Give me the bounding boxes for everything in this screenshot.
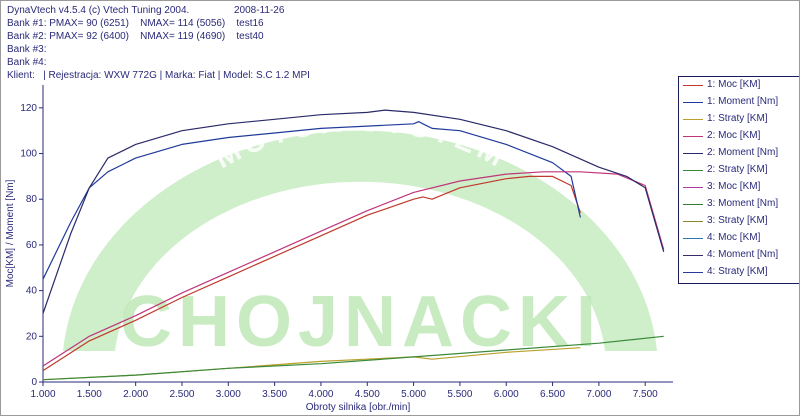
legend-swatch	[683, 153, 703, 154]
x-tick-label: 6.500	[540, 389, 565, 400]
legend-item: 1: Moment [Nm]	[679, 94, 799, 111]
x-tick-label: 7.000	[586, 389, 611, 400]
bank-2-summary: Bank #2: PMAX= 92 (6400) NMAX= 119 (4690…	[7, 31, 264, 42]
legend-item: 2: Straty [KM]	[679, 162, 799, 179]
legend-swatch	[683, 170, 703, 171]
legend-swatch	[683, 255, 703, 256]
legend-label: 3: Moc [KM]	[707, 181, 761, 192]
legend-item: 4: Straty [KM]	[679, 264, 799, 281]
x-tick-label: 5.000	[401, 389, 426, 400]
series-line-2	[42, 120, 581, 280]
watermark-main-text: CHOJNACKI	[120, 282, 602, 362]
legend-item: 1: Straty [KM]	[679, 111, 799, 128]
report-title: DynaVtech v4.5.4 (c) Vtech Tuning 2004.	[7, 5, 190, 16]
bank-4-summary: Bank #4:	[7, 57, 47, 68]
x-tick-label: 1.000	[30, 389, 55, 400]
legend-swatch	[683, 102, 703, 103]
report-date: 2008-11-26	[234, 5, 285, 16]
legend-label: 2: Moc [KM]	[707, 130, 761, 141]
legend-swatch	[683, 187, 703, 188]
bank-3-summary: Bank #3:	[7, 44, 47, 55]
legend-label: 4: Moment [Nm]	[707, 249, 779, 260]
legend-swatch	[683, 119, 703, 120]
legend-item: 2: Moc [KM]	[679, 128, 799, 145]
series-line-4	[42, 171, 665, 367]
legend-item: 2: Moment [Nm]	[679, 145, 799, 162]
legend-swatch	[683, 204, 703, 205]
y-tick-label: 20	[26, 331, 38, 342]
legend-item: 3: Moc [KM]	[679, 179, 799, 196]
legend-label: 2: Straty [KM]	[707, 164, 768, 175]
watermark: MOTOR-SYSTEM CHOJNACKI	[63, 105, 657, 362]
legend-swatch	[683, 238, 703, 239]
y-tick-label: 80	[26, 194, 38, 205]
x-tick-label: 1.500	[77, 389, 102, 400]
legend-label: 1: Moment [Nm]	[707, 96, 779, 107]
chart-ticks: 1.000 1.500 2.000 2.500 3.000 3.500 4.000 4.500…	[5, 103, 658, 413]
legend-item: 1: Moc [KM]	[679, 77, 799, 94]
legend-swatch	[683, 221, 703, 222]
legend-item: 4: Moment [Nm]	[679, 247, 799, 264]
x-tick-label: 4.000	[308, 389, 333, 400]
x-tick-label: 2.500	[169, 389, 194, 400]
chart-series	[42, 109, 665, 381]
chart-legend: 1: Moc [KM] 1: Moment [Nm] 1: Straty [KM] 2…	[678, 76, 799, 284]
x-tick-label: 4.500	[355, 389, 380, 400]
legend-label: 4: Moc [KM]	[707, 232, 761, 243]
legend-label: 4: Straty [KM]	[707, 266, 768, 277]
x-tick-label: 3.000	[216, 389, 241, 400]
y-tick-label: 120	[20, 103, 37, 114]
y-tick-label: 40	[26, 286, 38, 297]
legend-swatch	[683, 272, 703, 273]
bank-1-summary: Bank #1: PMAX= 90 (6251) NMAX= 114 (5056…	[7, 18, 264, 29]
x-tick-label: 5.500	[447, 389, 472, 400]
legend-label: 1: Moc [KM]	[707, 79, 761, 90]
y-axis-label: Moc[KM] / Moment [Nm]	[5, 179, 16, 287]
legend-item: 3: Moment [Nm]	[679, 196, 799, 213]
chart-axes	[42, 85, 673, 383]
legend-item: 4: Moc [KM]	[679, 230, 799, 247]
legend-label: 2: Moment [Nm]	[707, 147, 779, 158]
y-tick-label: 100	[20, 149, 37, 160]
series-line-6	[42, 335, 664, 381]
x-tick-label: 2.000	[123, 389, 148, 400]
legend-label: 3: Straty [KM]	[707, 215, 768, 226]
x-axis-label: Obroty silnika [obr./min]	[306, 402, 411, 413]
series-line-1	[42, 175, 581, 372]
legend-swatch	[683, 85, 703, 86]
client-info: Klient: | Rejestracja: WXW 772G | Marka:…	[7, 70, 310, 81]
x-tick-label: 3.500	[262, 389, 287, 400]
x-tick-label: 6.000	[494, 389, 519, 400]
legend-label: 1: Straty [KM]	[707, 113, 768, 124]
series-line-5	[42, 109, 665, 314]
x-tick-label: 7.500	[633, 389, 658, 400]
y-tick-label: 0	[31, 377, 37, 388]
legend-swatch	[683, 136, 703, 137]
legend-item: 3: Straty [KM]	[679, 213, 799, 230]
watermark-arc-band	[63, 130, 657, 351]
legend-label: 3: Moment [Nm]	[707, 198, 779, 209]
y-tick-label: 60	[26, 240, 38, 251]
